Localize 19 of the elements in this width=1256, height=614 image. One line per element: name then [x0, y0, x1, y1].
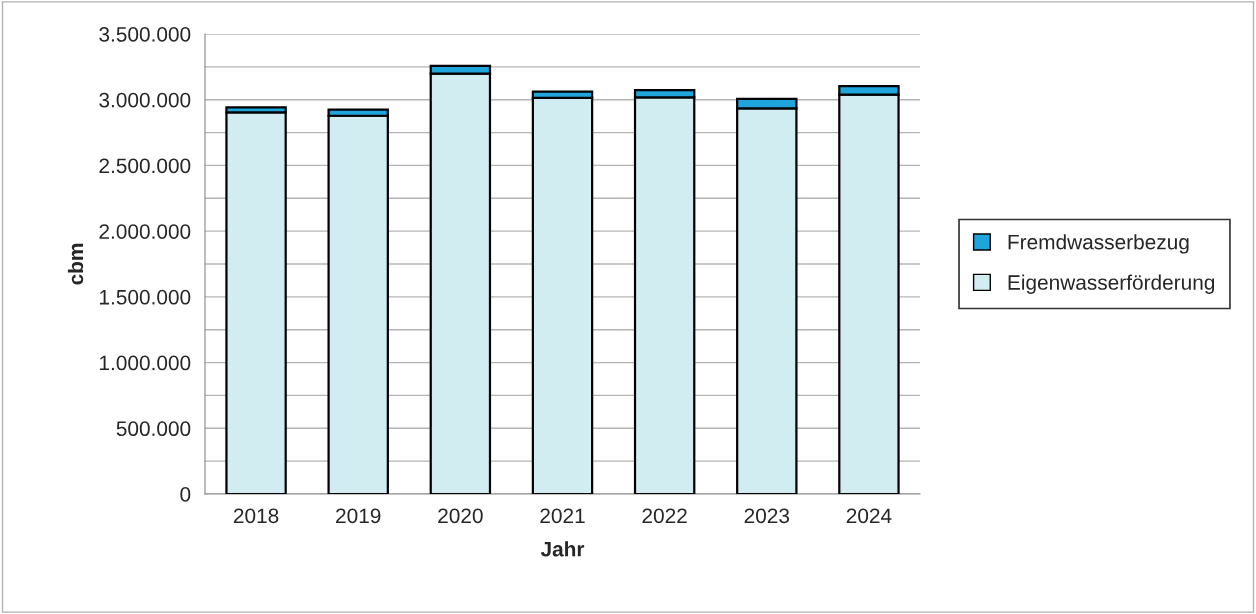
y-tick-label: 3.500.000: [99, 27, 191, 42]
legend-label: Eigenwasserförderung: [1008, 274, 1215, 294]
y-axis-title: cbm: [67, 243, 84, 285]
x-axis-title: Jahr: [540, 541, 585, 557]
legend-label: Fremdwasserbezug: [1008, 234, 1189, 254]
y-tick-label: 3.000.000: [99, 92, 191, 108]
y-tick-label: 0: [180, 487, 191, 502]
x-tick-label: 2019: [336, 508, 381, 524]
x-tick-label: 2023: [744, 508, 790, 524]
x-tick-label: 2024: [846, 508, 892, 524]
y-tick-label: 500.000: [116, 421, 191, 437]
x-tick-label: 2022: [642, 508, 687, 524]
y-tick-label: 1.500.000: [100, 289, 191, 305]
y-tick-label: 1.000.000: [100, 355, 191, 371]
x-tick-label: 2021: [540, 508, 585, 524]
x-tick-label: 2018: [233, 508, 279, 524]
y-tick-label: 2.000.000: [99, 224, 191, 239]
x-tick-label: 2020: [438, 508, 483, 524]
y-tick-label: 2.500.000: [99, 158, 191, 174]
